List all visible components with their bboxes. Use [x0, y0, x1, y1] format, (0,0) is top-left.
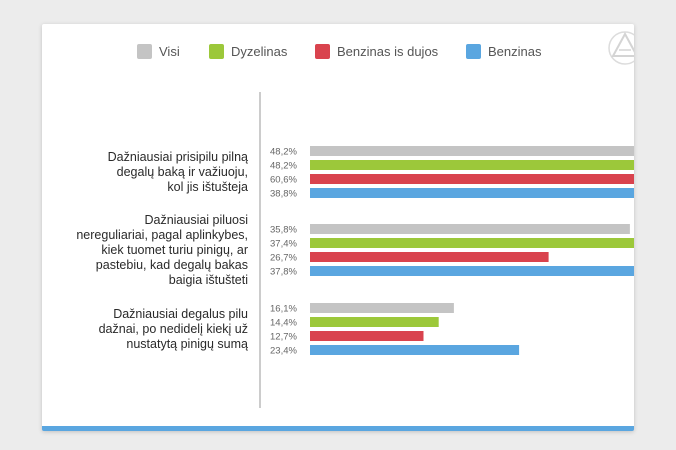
value-label-1-0: 35,8%	[270, 225, 297, 236]
category-label-line: Dažniausiai degalus pilu	[113, 307, 248, 321]
value-label-1-1: 37,4%	[270, 239, 297, 250]
value-label-0-2: 60,6%	[270, 175, 297, 186]
value-label-0-1: 48,2%	[270, 161, 297, 172]
value-label-0-0: 48,2%	[270, 147, 297, 158]
chart-card: Visi Dyzelinas Benzinas is dujos Benzinas D…	[42, 24, 634, 431]
category-label-line: nustatytą pinigų sumą	[126, 337, 248, 351]
value-label-2-2: 12,7%	[270, 332, 297, 343]
category-label-0: Dažniausiai prisipilu pilną degalų baką i…	[108, 150, 248, 194]
legend-swatch-0	[137, 44, 152, 59]
category-label-line: baigia ištušteti	[169, 273, 248, 287]
legend-label-0: Visi	[159, 44, 180, 59]
bar-2-3	[310, 345, 520, 355]
legend: Visi Dyzelinas Benzinas is dujos Benzinas	[137, 44, 542, 59]
bar-0-3	[310, 188, 634, 198]
legend-label-3: Benzinas	[488, 44, 542, 59]
legend-swatch-1	[209, 44, 224, 59]
triangle-logo-icon	[608, 31, 634, 65]
bar-0-2	[310, 174, 634, 184]
legend-swatch-3	[466, 44, 481, 59]
legend-label-2: Benzinas is dujos	[337, 44, 439, 59]
value-label-2-0: 16,1%	[270, 304, 297, 315]
bars	[310, 146, 634, 355]
legend-label-1: Dyzelinas	[231, 44, 288, 59]
value-label-0-3: 38,8%	[270, 189, 297, 200]
category-label-line: nereguliariai, pagal aplinkybes,	[76, 228, 248, 242]
bar-1-3	[310, 266, 634, 276]
bar-0-1	[310, 160, 634, 170]
value-label-1-3: 37,8%	[270, 267, 297, 278]
bar-chart: Visi Dyzelinas Benzinas is dujos Benzinas D…	[76, 31, 634, 408]
bar-0-0	[310, 146, 634, 156]
category-label-1: Dažniausiai piluosi nereguliariai, pagal …	[76, 213, 248, 287]
category-label-line: Dažniausiai prisipilu pilną	[108, 150, 248, 164]
category-label-2: Dažniausiai degalus pilu dažnai, po nedid…	[99, 307, 248, 351]
category-label-line: kol jis ištušteja	[167, 180, 248, 194]
value-label-2-3: 23,4%	[270, 346, 297, 357]
category-label-line: Dažniausiai piluosi	[144, 213, 248, 227]
bar-2-2	[310, 331, 424, 341]
value-labels: 48,2% 48,2% 60,6% 38,8% 35,8% 37,4% 26,7% 37,8%…	[270, 147, 297, 357]
category-label-line: pastebiu, kad degalų bakas	[96, 258, 248, 272]
bar-2-0	[310, 303, 454, 313]
bar-1-1	[310, 238, 634, 248]
legend-swatch-2	[315, 44, 330, 59]
value-label-2-1: 14,4%	[270, 318, 297, 329]
bar-1-2	[310, 252, 549, 262]
category-label-line: dažnai, po nedidelį kiekį už	[99, 322, 248, 336]
category-label-line: kiek tuomet turiu pinigų, ar	[101, 243, 248, 257]
category-labels: Dažniausiai prisipilu pilną degalų baką i…	[76, 150, 248, 351]
bar-2-1	[310, 317, 439, 327]
bar-1-0	[310, 224, 630, 234]
category-label-line: degalų baką ir važiuoju,	[117, 165, 248, 179]
value-label-1-2: 26,7%	[270, 253, 297, 264]
